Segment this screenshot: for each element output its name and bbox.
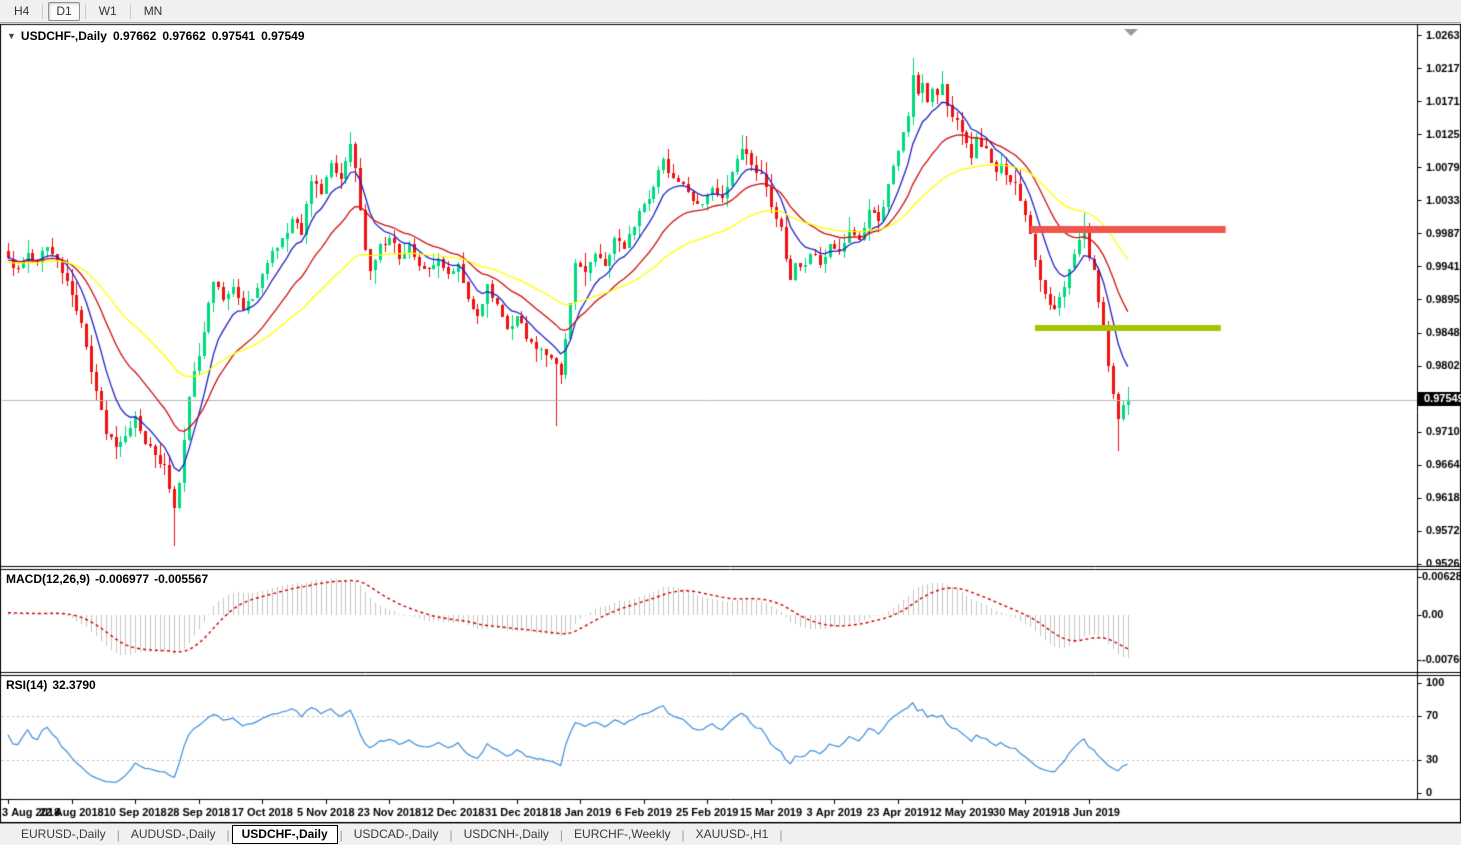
quote-high: 0.97662 bbox=[162, 29, 205, 43]
collapse-chart-icon[interactable]: ▼ bbox=[7, 31, 16, 41]
rsi-indicator-label: RSI(14) 32.3790 bbox=[6, 678, 101, 692]
quote-low: 0.97541 bbox=[212, 29, 255, 43]
tab-separator: | bbox=[117, 828, 120, 842]
tab-separator: | bbox=[560, 828, 563, 842]
macd-indicator-label: MACD(12,26,9) -0.006977 -0.005567 bbox=[6, 572, 213, 586]
timeframe-toolbar: H4 D1 W1 MN bbox=[0, 0, 1461, 23]
quote-close: 0.97549 bbox=[261, 29, 304, 43]
tab-usdcad-daily[interactable]: USDCAD-,Daily bbox=[345, 825, 448, 844]
toolbar-separator bbox=[42, 4, 43, 19]
rsi-value: 32.3790 bbox=[52, 678, 95, 692]
tab-separator: | bbox=[682, 828, 685, 842]
tab-separator: | bbox=[449, 828, 452, 842]
symbol-tab-bar: EURUSD-,Daily|AUDUSD-,Daily|USDCHF-,Dail… bbox=[0, 823, 1461, 845]
tab-audusd-daily[interactable]: AUDUSD-,Daily bbox=[122, 825, 225, 844]
tab-eurchf-weekly[interactable]: EURCHF-,Weekly bbox=[565, 825, 679, 844]
tab-separator: | bbox=[779, 828, 782, 842]
tab-xauusd-h1[interactable]: XAUUSD-,H1 bbox=[687, 825, 778, 844]
tab-separator: | bbox=[227, 828, 230, 842]
rsi-name: RSI(14) bbox=[6, 678, 47, 692]
timeframe-d1-button[interactable]: D1 bbox=[48, 2, 79, 21]
macd-signal-value: -0.005567 bbox=[154, 572, 208, 586]
tab-eurusd-daily[interactable]: EURUSD-,Daily bbox=[12, 825, 115, 844]
quote-open: 0.97662 bbox=[113, 29, 156, 43]
price-chart-canvas[interactable] bbox=[0, 0, 1461, 845]
tab-usdchf-daily[interactable]: USDCHF-,Daily bbox=[232, 825, 338, 844]
toolbar-separator bbox=[85, 4, 86, 19]
macd-name: MACD(12,26,9) bbox=[6, 572, 90, 586]
macd-value: -0.006977 bbox=[95, 572, 149, 586]
timeframe-mn-button[interactable]: MN bbox=[136, 2, 171, 21]
chart-title: ▼ USDCHF-,Daily 0.97662 0.97662 0.97541 0.975… bbox=[7, 29, 305, 43]
timeframe-w1-button[interactable]: W1 bbox=[91, 2, 125, 21]
symbol-period-label: USDCHF-,Daily bbox=[21, 29, 107, 43]
toolbar-separator bbox=[130, 4, 131, 19]
tab-separator: | bbox=[340, 828, 343, 842]
timeframe-h4-button[interactable]: H4 bbox=[6, 2, 37, 21]
tab-usdcnh-daily[interactable]: USDCNH-,Daily bbox=[455, 825, 558, 844]
